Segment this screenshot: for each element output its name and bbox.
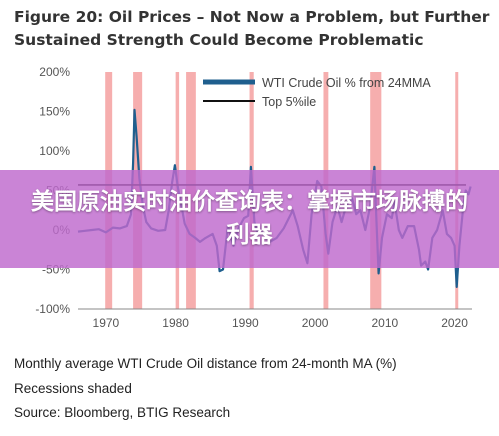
y-tick-label: 100% bbox=[39, 144, 70, 158]
chart-caption: Monthly average WTI Crude Oil distance f… bbox=[14, 356, 397, 371]
legend-label-top5: Top 5%ile bbox=[262, 95, 316, 109]
x-tick-label: 2000 bbox=[302, 316, 329, 330]
y-tick-label: -100% bbox=[35, 302, 70, 316]
y-tick-label: 150% bbox=[39, 105, 70, 119]
x-tick-label: 1980 bbox=[162, 316, 189, 330]
x-tick-label: 1990 bbox=[232, 316, 259, 330]
legend-label-wti: WTI Crude Oil % from 24MMA bbox=[262, 76, 431, 90]
y-tick-label: 200% bbox=[39, 65, 70, 79]
chart-legend: WTI Crude Oil % from 24MMA Top 5%ile bbox=[203, 76, 431, 109]
x-tick-label: 2020 bbox=[441, 316, 468, 330]
x-tick-label: 1970 bbox=[93, 316, 120, 330]
recessions-note: Recessions shaded bbox=[14, 381, 132, 396]
x-axis: 1970 1980 1990 2000 2010 2020 bbox=[93, 316, 469, 330]
figure-title: Figure 20: Oil Prices – Not Now a Proble… bbox=[14, 8, 490, 49]
overlay-banner: 美国原油实时油价查询表：掌握市场脉搏的利器 bbox=[0, 170, 499, 268]
source-note: Source: Bloomberg, BTIG Research bbox=[14, 405, 231, 420]
x-tick-label: 2010 bbox=[371, 316, 398, 330]
overlay-text: 美国原油实时油价查询表：掌握市场脉搏的利器 bbox=[31, 189, 468, 248]
